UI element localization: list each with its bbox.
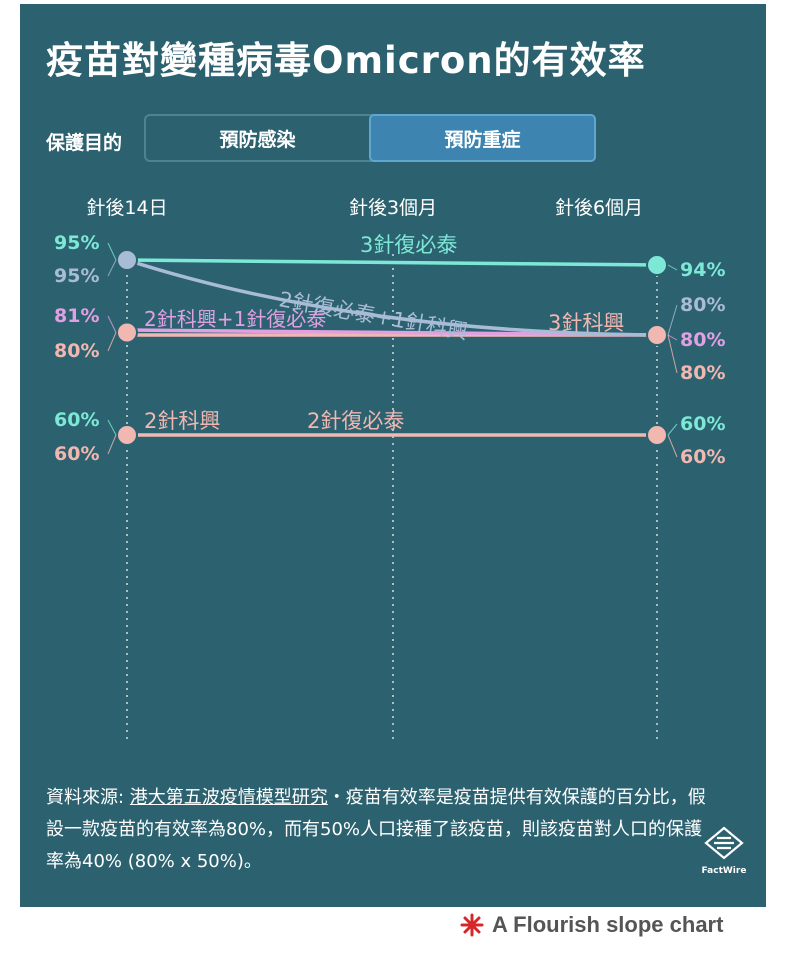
label-leader-line [107, 332, 117, 352]
source-note: 資料來源: 港大第五波疫情模型研究・疫苗有效率是疫苗提供有效保護的百分比，假設一… [46, 782, 706, 878]
label-leader-line [107, 315, 117, 333]
series-line [125, 258, 659, 267]
label-leader-line [667, 264, 678, 271]
source-prefix: 資料來源: [46, 787, 130, 808]
x-axis-label: 針後3個月 [349, 197, 437, 219]
right-value-label: 80% [680, 294, 725, 316]
left-value-label: 95% [54, 232, 99, 254]
label-leader-line [107, 242, 117, 261]
series-name-label: 3針復必泰 [360, 233, 457, 257]
series-name-label: 3針科興 [548, 311, 624, 335]
series-name-label: 2針科興 [144, 409, 220, 433]
series-line [125, 258, 659, 337]
label-leader-line [667, 304, 678, 336]
data-point [116, 249, 138, 271]
filter-label: 保護目的 [46, 132, 123, 154]
purpose-toggle: 預防感染 預防重症 [144, 114, 596, 162]
series-name-label: 2針科興+1針復必泰 [144, 307, 326, 331]
right-value-label: 80% [680, 362, 725, 384]
chart-title: 疫苗對變種病毒Omicron的有效率 [46, 39, 646, 82]
label-leader-line [107, 259, 117, 277]
flourish-logo-icon [460, 913, 484, 937]
factwire-logo-icon [704, 826, 744, 860]
data-point [646, 424, 668, 446]
tab-prevent-infection[interactable]: 預防感染 [219, 128, 296, 151]
label-leader-line [667, 334, 678, 374]
tab-prevent-severe[interactable]: 預防重症 [369, 114, 596, 162]
right-value-label: 80% [680, 329, 725, 351]
right-value-label: 60% [680, 446, 725, 468]
left-value-label: 80% [54, 340, 99, 362]
factwire-logo: FactWire [696, 826, 752, 882]
label-leader-line [107, 434, 117, 455]
source-text: ・疫苗有效率是疫苗提供有效保護的百分比，假設一款疫苗的有效率為80%，而有50%… [46, 787, 706, 872]
x-axis-label: 針後14日 [86, 197, 167, 219]
left-value-label: 95% [54, 265, 99, 287]
right-value-label: 94% [680, 259, 725, 281]
series-name-label: 2針復必泰 [307, 409, 404, 433]
chart-panel: 疫苗對變種病毒Omicron的有效率 保護目的 預防感染 預防重症 針後14日 針… [20, 4, 766, 907]
data-point [116, 321, 138, 344]
source-link[interactable]: 港大第五波疫情模型研究 [129, 787, 328, 808]
label-leader-line [667, 334, 678, 341]
right-value-label: 60% [680, 413, 725, 435]
data-point [646, 324, 668, 346]
factwire-logo-text: FactWire [701, 866, 747, 876]
label-leader-line [667, 423, 678, 436]
data-point [116, 424, 138, 446]
label-leader-line [667, 434, 678, 458]
label-leader-line [107, 419, 117, 436]
slope-chart: 針後14日 針後3個月 針後6個月3針復必泰2針復必泰+1針科興2針科興+1針復必泰… [54, 197, 725, 739]
left-value-label: 81% [54, 305, 99, 327]
left-value-label: 60% [54, 443, 99, 465]
left-value-label: 60% [54, 409, 99, 431]
x-axis-label: 針後6個月 [555, 197, 643, 219]
data-point [646, 254, 668, 276]
flourish-credit[interactable]: A Flourish slope chart [460, 907, 723, 943]
flourish-credit-text: A Flourish slope chart [492, 912, 724, 937]
